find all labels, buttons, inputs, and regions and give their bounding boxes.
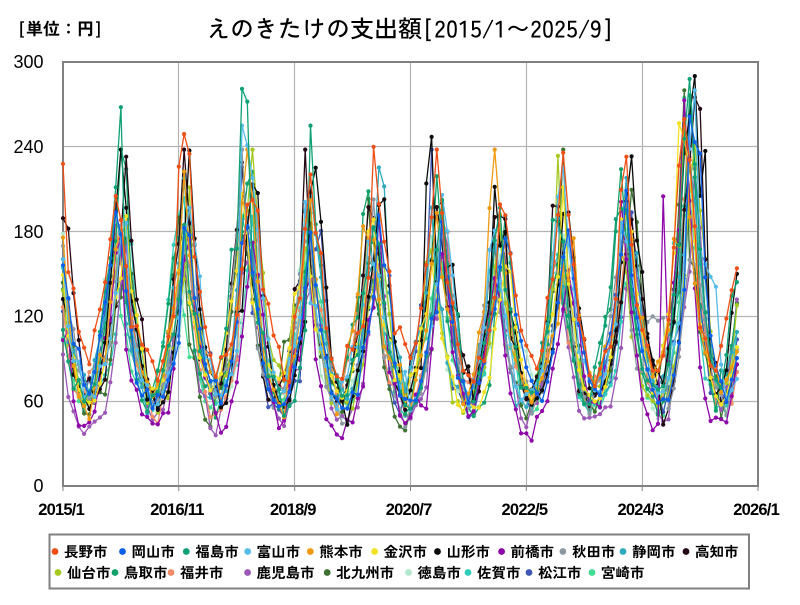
svg-text:2024/3: 2024/3 — [617, 501, 664, 519]
svg-text:300: 300 — [13, 52, 43, 72]
svg-text:2016/11: 2016/11 — [150, 501, 204, 519]
svg-text:2015/1: 2015/1 — [38, 501, 85, 519]
svg-text:0: 0 — [33, 476, 43, 496]
svg-text:240: 240 — [13, 137, 43, 157]
svg-text:180: 180 — [13, 222, 43, 242]
svg-text:2022/5: 2022/5 — [502, 501, 549, 519]
svg-text:2018/9: 2018/9 — [270, 501, 317, 519]
svg-text:2026/1: 2026/1 — [733, 501, 780, 519]
svg-text:60: 60 — [23, 391, 43, 411]
svg-text:2020/7: 2020/7 — [386, 501, 433, 519]
svg-text:120: 120 — [13, 307, 43, 327]
